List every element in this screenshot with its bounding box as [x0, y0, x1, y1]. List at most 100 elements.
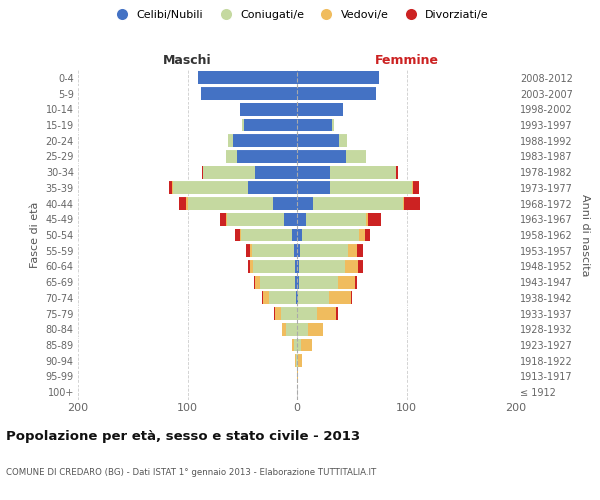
Bar [296, 354, 297, 367]
Bar [292, 338, 294, 351]
Bar [242, 118, 244, 132]
Bar [262, 292, 263, 304]
Bar [297, 292, 298, 304]
Bar [297, 150, 346, 163]
Bar [297, 260, 299, 273]
Bar [200, 87, 297, 100]
Bar [256, 166, 297, 178]
Bar [173, 182, 248, 194]
Bar [357, 244, 363, 257]
Text: Popolazione per età, sesso e stato civile - 2013: Popolazione per età, sesso e stato civil… [6, 430, 360, 443]
Bar [233, 134, 297, 147]
Bar [297, 213, 306, 226]
Bar [358, 260, 363, 273]
Bar [250, 260, 253, 273]
Bar [330, 182, 412, 194]
Bar [254, 276, 256, 288]
Bar [403, 197, 404, 210]
Bar [263, 292, 269, 304]
Bar [413, 182, 419, 194]
Bar [169, 182, 172, 194]
Bar [297, 228, 302, 241]
Bar [329, 292, 350, 304]
Bar [244, 118, 297, 132]
Bar [297, 182, 330, 194]
Bar [294, 338, 297, 351]
Bar [338, 134, 347, 147]
Bar [404, 197, 419, 210]
Bar [368, 213, 382, 226]
Bar [256, 276, 260, 288]
Bar [226, 213, 227, 226]
Bar [241, 228, 292, 241]
Bar [295, 260, 297, 273]
Bar [302, 228, 359, 241]
Bar [297, 354, 298, 367]
Bar [199, 72, 297, 85]
Bar [187, 197, 273, 210]
Bar [275, 307, 281, 320]
Bar [203, 166, 256, 178]
Bar [227, 213, 284, 226]
Bar [281, 307, 297, 320]
Bar [308, 323, 323, 336]
Bar [202, 166, 203, 178]
Bar [297, 134, 338, 147]
Bar [359, 228, 365, 241]
Bar [317, 307, 337, 320]
Bar [297, 118, 332, 132]
Bar [228, 134, 233, 147]
Bar [346, 150, 366, 163]
Bar [337, 307, 338, 320]
Bar [366, 213, 368, 226]
Bar [330, 166, 395, 178]
Bar [220, 213, 226, 226]
Bar [281, 323, 286, 336]
Bar [284, 213, 297, 226]
Bar [295, 354, 296, 367]
Bar [301, 338, 313, 351]
Bar [235, 228, 240, 241]
Bar [248, 182, 297, 194]
Bar [248, 260, 250, 273]
Text: COMUNE DI CREDARO (BG) - Dati ISTAT 1° gennaio 2013 - Elaborazione TUTTITALIA.IT: COMUNE DI CREDARO (BG) - Dati ISTAT 1° g… [6, 468, 376, 477]
Text: Femmine: Femmine [374, 54, 439, 67]
Bar [350, 292, 352, 304]
Bar [274, 307, 275, 320]
Bar [297, 323, 308, 336]
Bar [294, 244, 297, 257]
Bar [355, 276, 357, 288]
Bar [250, 244, 252, 257]
Bar [286, 323, 297, 336]
Bar [297, 276, 299, 288]
Bar [296, 292, 297, 304]
Bar [297, 103, 343, 116]
Bar [298, 354, 302, 367]
Bar [226, 150, 237, 163]
Bar [300, 244, 349, 257]
Bar [412, 182, 413, 194]
Bar [240, 103, 297, 116]
Bar [349, 244, 357, 257]
Bar [297, 338, 301, 351]
Bar [299, 260, 345, 273]
Bar [395, 166, 398, 178]
Bar [297, 72, 379, 85]
Bar [172, 182, 173, 194]
Bar [298, 292, 329, 304]
Bar [269, 292, 296, 304]
Bar [299, 276, 338, 288]
Bar [313, 197, 403, 210]
Bar [297, 197, 313, 210]
Bar [245, 244, 250, 257]
Bar [252, 244, 294, 257]
Bar [297, 87, 376, 100]
Bar [273, 197, 297, 210]
Bar [260, 276, 295, 288]
Bar [253, 260, 295, 273]
Bar [179, 197, 187, 210]
Bar [297, 166, 330, 178]
Bar [292, 228, 297, 241]
Bar [240, 228, 241, 241]
Legend: Celibi/Nubili, Coniugati/e, Vedovi/e, Divorziati/e: Celibi/Nubili, Coniugati/e, Vedovi/e, Di… [107, 6, 493, 25]
